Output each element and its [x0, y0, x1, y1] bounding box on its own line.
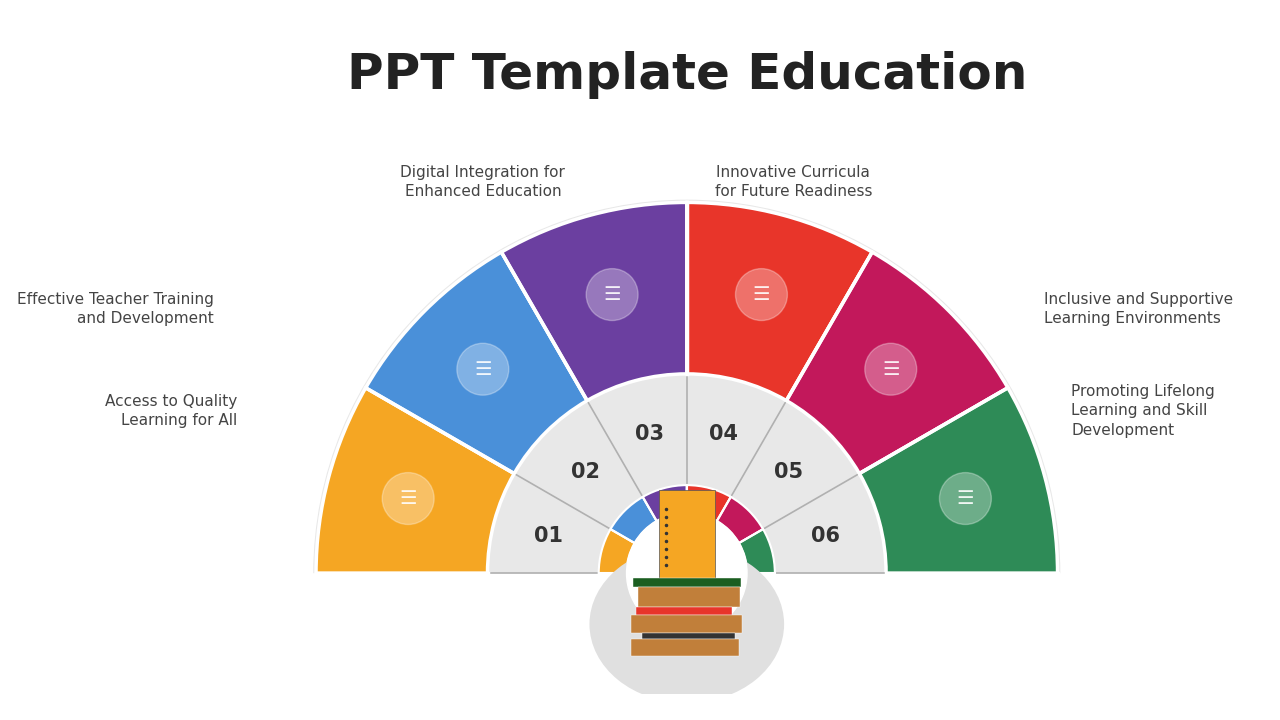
Wedge shape — [314, 199, 1060, 573]
Text: ☰: ☰ — [753, 285, 771, 304]
FancyBboxPatch shape — [631, 639, 739, 656]
Text: Effective Teacher Training
and Development: Effective Teacher Training and Developme… — [17, 292, 214, 326]
Text: 05: 05 — [774, 462, 803, 482]
FancyBboxPatch shape — [636, 608, 732, 615]
Wedge shape — [502, 202, 687, 400]
Wedge shape — [859, 388, 1057, 573]
Circle shape — [865, 343, 916, 395]
Text: 06: 06 — [812, 526, 840, 546]
Circle shape — [586, 269, 639, 320]
Wedge shape — [611, 497, 657, 543]
Circle shape — [736, 269, 787, 320]
Text: ☰: ☰ — [474, 360, 492, 379]
Circle shape — [940, 472, 992, 524]
Text: 03: 03 — [635, 424, 664, 444]
FancyBboxPatch shape — [637, 587, 740, 608]
Ellipse shape — [590, 545, 785, 703]
Text: ☰: ☰ — [603, 285, 621, 304]
Wedge shape — [717, 497, 763, 543]
Text: Promoting Lifelong
Learning and Skill
Development: Promoting Lifelong Learning and Skill De… — [1071, 384, 1215, 438]
Circle shape — [457, 343, 508, 395]
Text: 02: 02 — [571, 462, 600, 482]
Text: 04: 04 — [709, 424, 739, 444]
Wedge shape — [786, 252, 1007, 474]
FancyBboxPatch shape — [634, 578, 741, 587]
Text: Inclusive and Supportive
Learning Environments: Inclusive and Supportive Learning Enviro… — [1043, 292, 1233, 326]
Wedge shape — [687, 485, 731, 521]
Text: Access to Quality
Learning for All: Access to Quality Learning for All — [105, 394, 237, 428]
Text: ☰: ☰ — [956, 489, 974, 508]
FancyBboxPatch shape — [659, 490, 714, 578]
Wedge shape — [316, 388, 515, 573]
Circle shape — [626, 513, 748, 634]
Wedge shape — [739, 529, 774, 573]
FancyBboxPatch shape — [643, 634, 735, 639]
FancyBboxPatch shape — [631, 615, 742, 634]
Text: ☰: ☰ — [882, 360, 900, 379]
Wedge shape — [687, 202, 872, 400]
Wedge shape — [643, 485, 687, 521]
Text: ☰: ☰ — [399, 489, 417, 508]
Circle shape — [383, 472, 434, 524]
Wedge shape — [366, 252, 588, 474]
Text: PPT Template Education: PPT Template Education — [347, 50, 1027, 99]
Text: 01: 01 — [534, 526, 562, 546]
Text: Digital Integration for
Enhanced Education: Digital Integration for Enhanced Educati… — [401, 165, 566, 199]
Text: Innovative Curricula
for Future Readiness: Innovative Curricula for Future Readines… — [714, 165, 872, 199]
Wedge shape — [599, 529, 635, 573]
